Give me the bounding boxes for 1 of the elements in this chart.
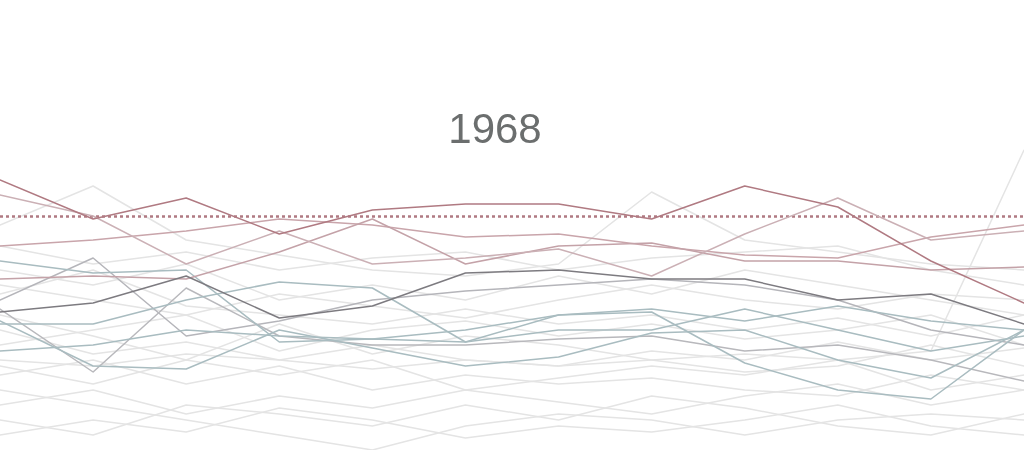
chart-title: 1968 [448, 104, 542, 152]
